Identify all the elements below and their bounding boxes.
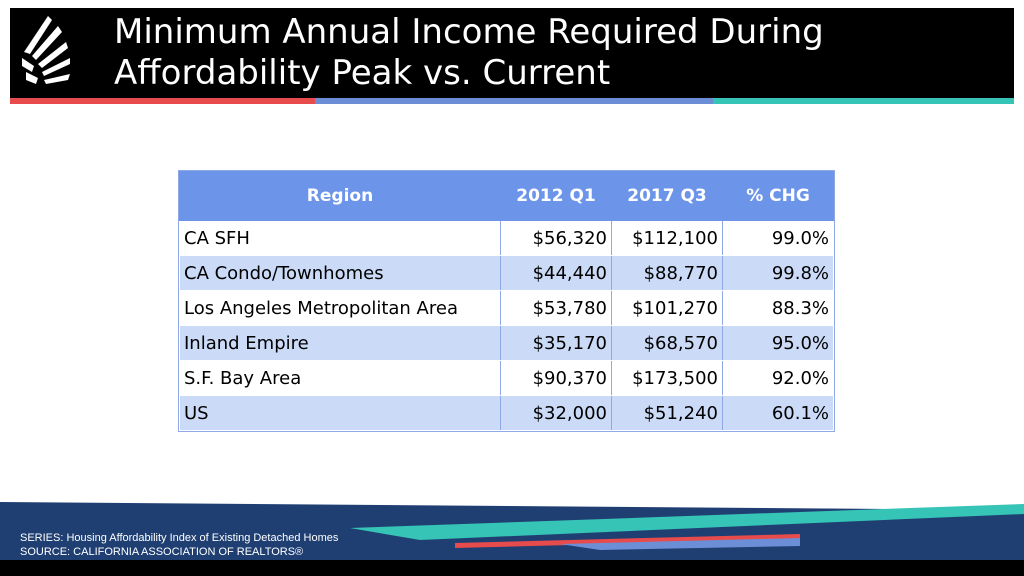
column-header-2012q1: 2012 Q1: [500, 171, 612, 221]
region-cell: S.F. Bay Area: [179, 360, 501, 396]
value-2017-cell: $101,270: [611, 290, 723, 326]
value-2017-cell: $51,240: [611, 395, 723, 431]
pct-chg-cell: 95.0%: [722, 325, 834, 361]
value-2012-cell: $44,440: [500, 255, 612, 291]
pct-chg-cell: 60.1%: [722, 395, 834, 431]
column-header-2017q3: 2017 Q3: [611, 171, 723, 221]
value-2012-cell: $90,370: [500, 360, 612, 396]
table-row: Los Angeles Metropolitan Area $53,780 $1…: [179, 290, 834, 326]
title-line-2: Affordability Peak vs. Current: [114, 53, 611, 93]
region-cell: CA SFH: [179, 220, 501, 256]
value-2017-cell: $88,770: [611, 255, 723, 291]
value-2012-cell: $32,000: [500, 395, 612, 431]
title-line-1: Minimum Annual Income Required During: [114, 12, 824, 52]
pct-chg-cell: 92.0%: [722, 360, 834, 396]
value-2012-cell: $35,170: [500, 325, 612, 361]
region-cell: Inland Empire: [179, 325, 501, 361]
value-2012-cell: $53,780: [500, 290, 612, 326]
income-table: Region 2012 Q1 2017 Q3 % CHG CA SFH $56,…: [178, 170, 835, 432]
value-2012-cell: $56,320: [500, 220, 612, 256]
footer-band: [0, 502, 1024, 576]
accent-bar-teal: [713, 98, 1014, 104]
value-2017-cell: $68,570: [611, 325, 723, 361]
table-row: US $32,000 $51,240 60.1%: [179, 395, 834, 431]
value-2017-cell: $173,500: [611, 360, 723, 396]
car-logo-icon: [22, 16, 70, 84]
accent-bar-red: [10, 98, 315, 104]
table-row: CA Condo/Townhomes $44,440 $88,770 99.8%: [179, 255, 834, 291]
region-cell: CA Condo/Townhomes: [179, 255, 501, 291]
pct-chg-cell: 99.0%: [722, 220, 834, 256]
table-row: Inland Empire $35,170 $68,570 95.0%: [179, 325, 834, 361]
region-cell: Los Angeles Metropolitan Area: [179, 290, 501, 326]
column-header-region: Region: [179, 171, 501, 221]
table-header-row: Region 2012 Q1 2017 Q3 % CHG: [179, 171, 834, 221]
value-2017-cell: $112,100: [611, 220, 723, 256]
column-header-pct-chg: % CHG: [722, 171, 834, 221]
table-row: S.F. Bay Area $90,370 $173,500 92.0%: [179, 360, 834, 396]
page-title: Minimum Annual Income Required During Af…: [114, 12, 1004, 94]
series-note: SERIES: Housing Affordability Index of E…: [20, 532, 339, 544]
pct-chg-cell: 88.3%: [722, 290, 834, 326]
source-note: SOURCE: CALIFORNIA ASSOCIATION OF REALTO…: [20, 546, 304, 558]
region-cell: US: [179, 395, 501, 431]
footer-notes: SERIES: Housing Affordability Index of E…: [20, 531, 338, 559]
accent-bar-blue: [315, 98, 713, 104]
table-row: CA SFH $56,320 $112,100 99.0%: [179, 220, 834, 256]
title-bar: Minimum Annual Income Required During Af…: [10, 8, 1014, 98]
pct-chg-cell: 99.8%: [722, 255, 834, 291]
